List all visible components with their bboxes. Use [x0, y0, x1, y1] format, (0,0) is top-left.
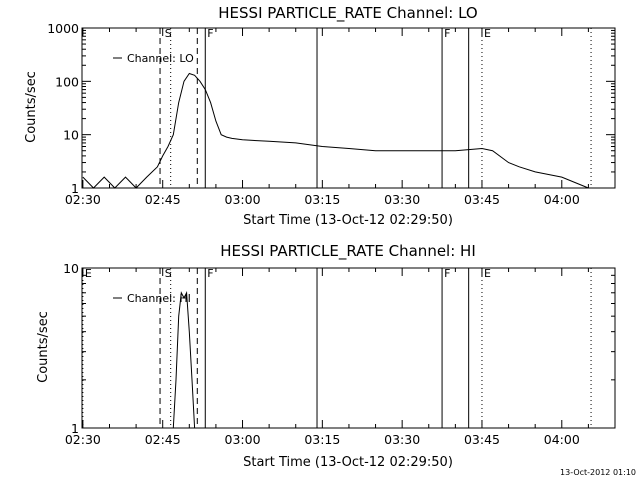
- hi-y-axis-label: Counts/sec: [36, 311, 51, 383]
- hi-marker-label: E: [85, 267, 92, 280]
- lo-y-tick-label: 100: [55, 74, 79, 89]
- lo-x-axis-label: Start Time (13-Oct-12 02:29:50): [243, 213, 453, 228]
- hi-x-axis-label: Start Time (13-Oct-12 02:29:50): [243, 455, 453, 470]
- footer-timestamp: 13-Oct-2012 01:10: [560, 468, 636, 477]
- hi-marker-label: E: [484, 267, 491, 280]
- hi-x-tick-label: 02:45: [145, 432, 181, 447]
- lo-x-tick-label: 04:00: [544, 192, 580, 207]
- hi-channel-panel: HESSI PARTICLE_RATE Channel: HI Counts/s…: [36, 242, 616, 470]
- lo-y-axis-label: Counts/sec: [24, 71, 39, 143]
- hi-marker-label: F: [207, 267, 213, 280]
- lo-x-tick-label: 03:00: [225, 192, 261, 207]
- hi-panel-title: HESSI PARTICLE_RATE Channel: HI: [220, 242, 476, 261]
- lo-legend-label: Channel: LO: [127, 52, 194, 65]
- lo-marker-label: E: [484, 27, 491, 40]
- lo-x-tick-label: 03:45: [464, 192, 500, 207]
- hi-marker-label: S: [165, 267, 172, 280]
- lo-x-tick-label: 03:15: [304, 192, 340, 207]
- lo-marker-label: F: [444, 27, 450, 40]
- lo-marker-label: S: [165, 27, 172, 40]
- lo-marker-label: F: [207, 27, 213, 40]
- lo-x-tick-label: 02:45: [145, 192, 181, 207]
- hi-series-line: [172, 290, 196, 429]
- hi-x-tick-label: 04:00: [544, 432, 580, 447]
- lo-x-tick-label: 03:30: [384, 192, 420, 207]
- hi-x-tick-label: 03:30: [384, 432, 420, 447]
- hi-x-tick-label: 03:00: [225, 432, 261, 447]
- hi-x-tick-label: 03:45: [464, 432, 500, 447]
- hi-y-tick-label: 10: [63, 261, 79, 276]
- lo-y-tick-label: 1000: [47, 21, 79, 36]
- hi-x-tick-label: 03:15: [304, 432, 340, 447]
- hi-x-tick-label: 02:30: [65, 432, 101, 447]
- hi-legend-label: Channel: HI: [127, 292, 191, 305]
- lo-y-tick-label: 10: [63, 128, 79, 143]
- lo-y-tick-label: 1: [71, 181, 79, 196]
- hi-marker-label: F: [444, 267, 450, 280]
- lo-panel-title: HESSI PARTICLE_RATE Channel: LO: [218, 4, 477, 23]
- lo-channel-panel: HESSI PARTICLE_RATE Channel: LO Counts/s…: [24, 4, 616, 228]
- lo-series-line: [82, 72, 589, 189]
- lo-x-tick-label: 02:30: [65, 192, 101, 207]
- hi-y-tick-label: 1: [71, 421, 79, 436]
